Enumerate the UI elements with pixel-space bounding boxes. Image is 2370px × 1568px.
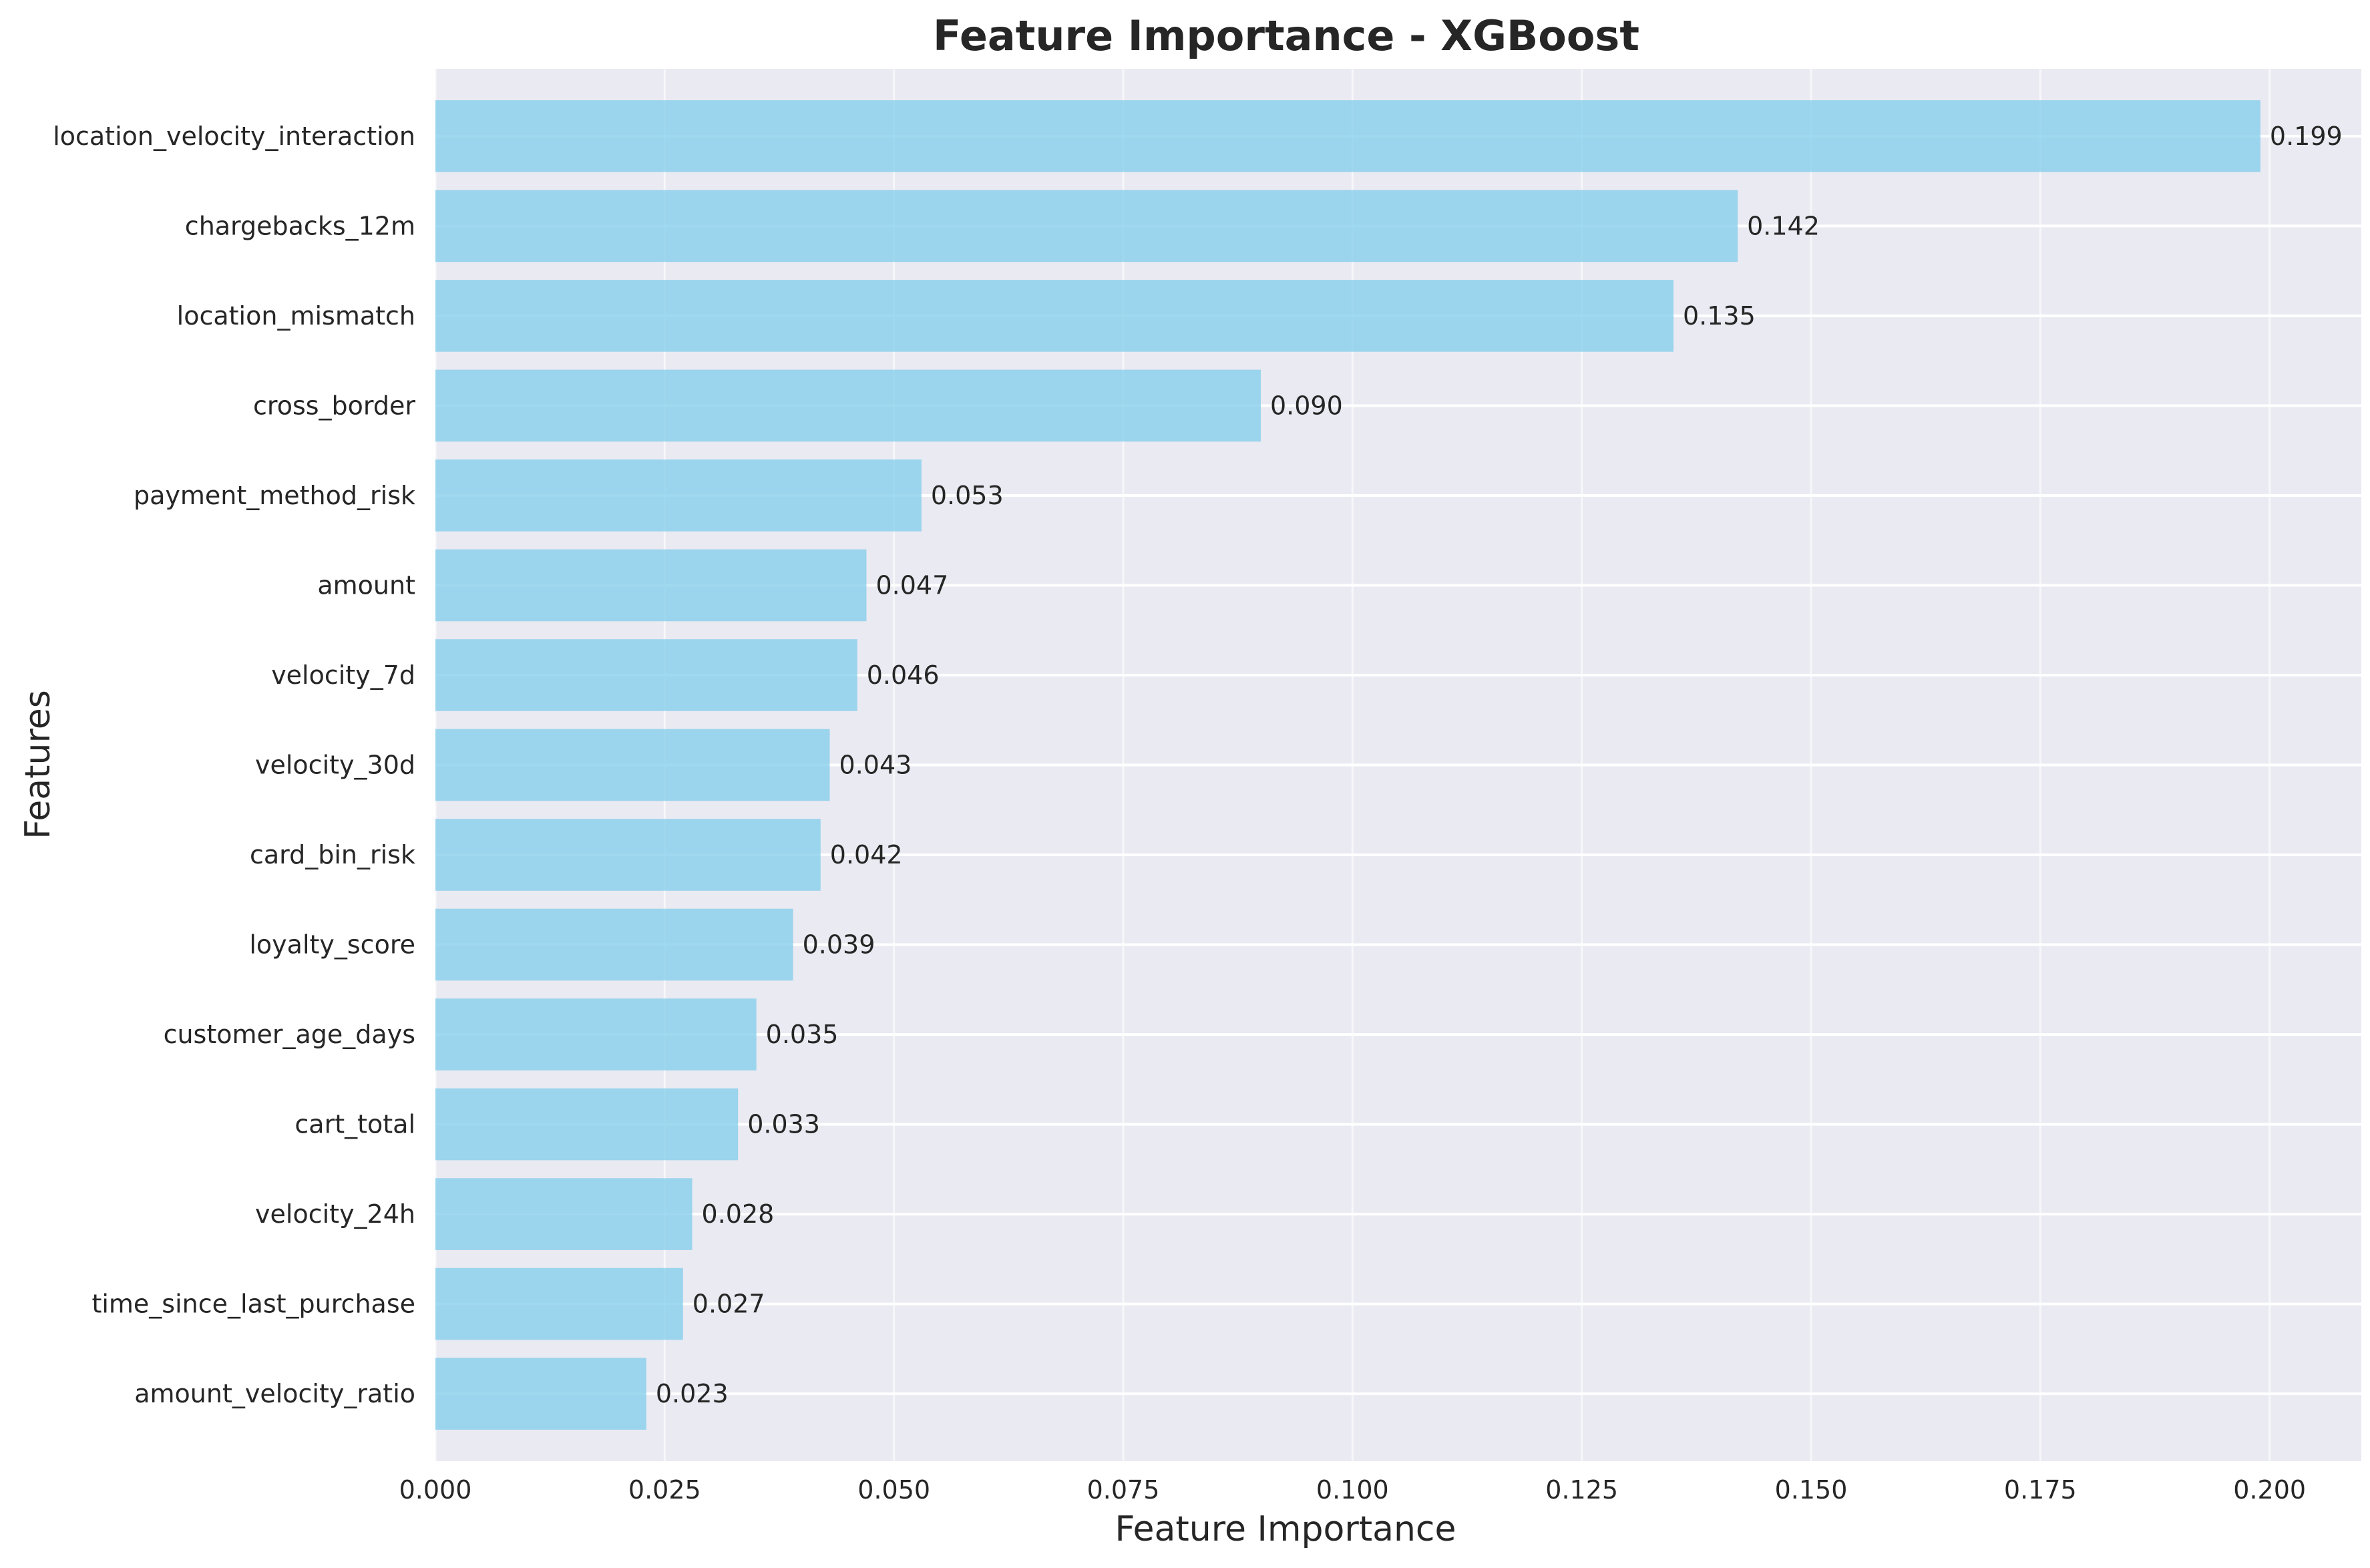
y-tick-label-chargebacks_12m: chargebacks_12m [185, 211, 415, 240]
y-tick-label-amount: amount [317, 570, 415, 600]
y-tick-label-cart_total: cart_total [294, 1110, 415, 1139]
value-label-cart_total: 0.033 [747, 1110, 820, 1139]
x-tick-labels: 0.000 0.025 0.050 0.075 0.100 0.125 0.150 0.175… [399, 1475, 2306, 1505]
x-tick-label: 0.050 [857, 1475, 930, 1505]
bar-location_mismatch [435, 280, 1673, 352]
bar-cart_total [435, 1088, 739, 1161]
bar-card_bin_risk [435, 819, 821, 891]
value-label-location_mismatch: 0.135 [1683, 301, 1756, 331]
y-tick-label-time_since_last_purchase: time_since_last_purchase [91, 1290, 415, 1319]
value-labels: 0.199 0.142 0.135 0.090 0.053 0.047 0.046 0.043… [656, 122, 2343, 1408]
x-tick-label: 0.125 [1545, 1475, 1618, 1505]
bar-customer_age_days [435, 998, 757, 1070]
value-label-velocity_7d: 0.046 [867, 660, 940, 690]
value-label-loyalty_score: 0.039 [803, 930, 875, 960]
bar-amount_velocity_ratio [435, 1358, 646, 1430]
value-label-velocity_24h: 0.028 [702, 1199, 775, 1229]
x-tick-label: 0.200 [2233, 1475, 2306, 1505]
bar-velocity_24h [435, 1178, 693, 1250]
value-label-card_bin_risk: 0.042 [830, 840, 903, 869]
bar-amount [435, 549, 867, 622]
chart-title: Feature Importance - XGBoost [933, 11, 1639, 60]
y-tick-label-location_mismatch: location_mismatch [177, 301, 415, 331]
bar-velocity_30d [435, 729, 830, 801]
y-tick-label-location_velocity_interaction: location_velocity_interaction [53, 122, 415, 151]
value-label-customer_age_days: 0.035 [766, 1020, 839, 1049]
bar-velocity_7d [435, 639, 857, 711]
value-label-location_velocity_interaction: 0.199 [2270, 122, 2343, 151]
y-tick-label-cross_border: cross_border [253, 391, 415, 420]
x-tick-label: 0.175 [2004, 1475, 2077, 1505]
value-label-amount: 0.047 [875, 570, 948, 600]
y-tick-label-velocity_7d: velocity_7d [271, 660, 415, 690]
value-label-amount_velocity_ratio: 0.023 [656, 1379, 729, 1408]
bar-payment_method_risk [435, 459, 922, 532]
x-tick-label: 0.150 [1775, 1475, 1848, 1505]
y-tick-label-velocity_24h: velocity_24h [255, 1199, 415, 1229]
y-tick-label-amount_velocity_ratio: amount_velocity_ratio [134, 1379, 415, 1408]
x-axis-label: Feature Importance [1115, 1509, 1456, 1549]
bar-loyalty_score [435, 908, 793, 981]
bars [435, 100, 2260, 1430]
bar-chargebacks_12m [435, 190, 1738, 262]
value-label-time_since_last_purchase: 0.027 [693, 1290, 765, 1319]
x-tick-label: 0.075 [1087, 1475, 1160, 1505]
x-tick-label: 0.025 [628, 1475, 701, 1505]
x-tick-label: 0.100 [1316, 1475, 1389, 1505]
bar-time_since_last_purchase [435, 1267, 683, 1340]
y-tick-label-customer_age_days: customer_age_days [164, 1020, 415, 1049]
bar-cross_border [435, 369, 1261, 442]
value-label-cross_border: 0.090 [1270, 391, 1343, 420]
x-tick-label: 0.000 [399, 1475, 472, 1505]
y-tick-label-payment_method_risk: payment_method_risk [134, 481, 415, 510]
value-label-chargebacks_12m: 0.142 [1747, 211, 1820, 240]
bar-location_velocity_interaction [435, 100, 2260, 172]
value-label-velocity_30d: 0.043 [839, 751, 912, 780]
y-tick-labels: location_velocity_interaction chargebacks… [53, 122, 415, 1408]
y-tick-label-loyalty_score: loyalty_score [249, 930, 415, 960]
y-axis-label: Features [18, 690, 58, 839]
y-tick-label-card_bin_risk: card_bin_risk [250, 840, 415, 869]
y-tick-label-velocity_30d: velocity_30d [255, 751, 415, 780]
value-label-payment_method_risk: 0.053 [931, 481, 1004, 510]
